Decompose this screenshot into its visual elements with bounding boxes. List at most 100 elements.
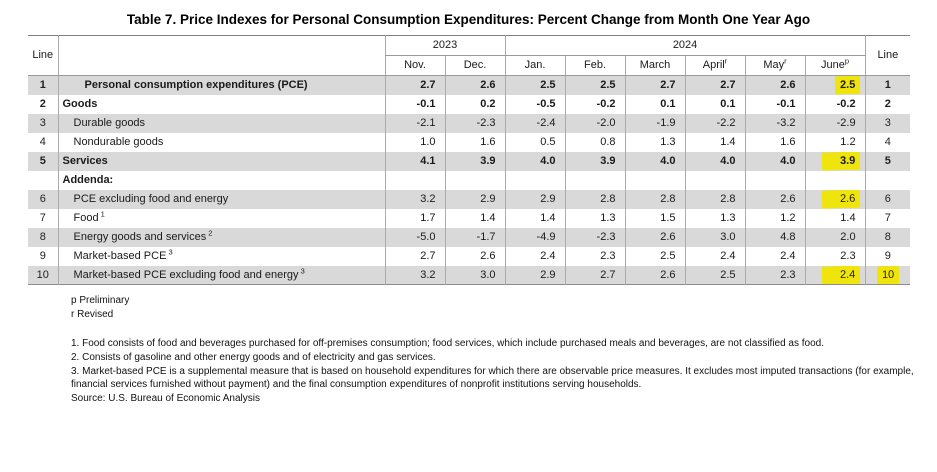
row-label: Personal consumption expenditures (PCE) xyxy=(57,75,385,95)
line-number-right: 7 xyxy=(864,208,911,228)
month-header: Nov. xyxy=(384,55,445,76)
value-cell: 4.0 xyxy=(744,151,806,171)
line-number-right: 2 xyxy=(864,94,911,114)
value-cell xyxy=(384,170,445,190)
value-cell: 2.9 xyxy=(504,189,566,209)
value-cell: -2.3 xyxy=(444,113,506,133)
price-index-table: Line 2023 2024 Line Nov. Dec. Jan. Feb. Marc… xyxy=(28,35,911,285)
row-label: Goods xyxy=(57,94,385,114)
year-header-2023: 2023 xyxy=(384,35,506,56)
line-number-right: 9 xyxy=(864,246,911,266)
year-header-row: Line 2023 2024 Line xyxy=(28,35,911,76)
value-cell: 2.5 xyxy=(684,265,746,285)
value-cell: 2.3 xyxy=(744,265,806,285)
table-row: 5 Services 4.1 3.9 4.0 3.9 4.0 4.0 4.0 3.9 5 xyxy=(28,151,911,171)
table-header: Line 2023 2024 Line Nov. Dec. Jan. Feb. Marc… xyxy=(28,35,911,76)
value-cell: -0.2 xyxy=(564,94,626,114)
value-cell: -2.1 xyxy=(384,113,445,133)
value-cell: 0.5 xyxy=(504,132,566,152)
line-number-right: 8 xyxy=(864,227,911,247)
highlight-mark: 10 xyxy=(876,265,900,284)
table-row: 2 Goods -0.1 0.2 -0.5 -0.2 0.1 0.1 -0.1 -0.2 2 xyxy=(28,94,911,114)
line-number-left: 6 xyxy=(28,189,58,209)
value-cell: 1.6 xyxy=(444,132,506,152)
footnote-gap xyxy=(71,321,931,336)
month-header-row: Nov. Dec. Jan. Feb. March Aprilr Mayr Junep xyxy=(28,55,910,76)
footnotes: p Preliminary r Revised 1. Food consists… xyxy=(71,294,931,405)
month-header: Jan. xyxy=(504,55,566,76)
value-cell: 2.6 xyxy=(744,75,806,95)
value-cell: 1.2 xyxy=(744,208,806,228)
value-cell: -2.0 xyxy=(564,113,626,133)
value-cell: -1.7 xyxy=(444,227,506,247)
value-cell: 2.6 xyxy=(624,227,686,247)
line-number-right: 6 xyxy=(864,189,911,209)
value-cell: 3.9 xyxy=(564,151,626,171)
month-header: March xyxy=(624,55,686,76)
value-cell: 2.5 xyxy=(624,246,686,266)
value-cell: 3.9 xyxy=(804,151,866,171)
footnote-preliminary: p Preliminary xyxy=(71,295,130,306)
value-cell: -2.4 xyxy=(504,113,566,133)
footnote-1: 1. Food consists of food and beverages p… xyxy=(71,337,825,349)
line-number-right: 3 xyxy=(864,113,911,133)
line-number-right: 1 xyxy=(864,75,911,95)
value-cell: 1.3 xyxy=(684,208,746,228)
table-row: 3 Durable goods -2.1 -2.3 -2.4 -2.0 -1.9 -2.2 -3… xyxy=(28,113,911,133)
highlight-mark: 3.9 xyxy=(822,151,861,171)
value-cell: 2.4 xyxy=(504,246,566,266)
value-cell: 4.1 xyxy=(384,151,445,171)
value-cell: -2.9 xyxy=(804,113,866,133)
value-cell: -4.9 xyxy=(504,227,566,247)
value-cell: 1.0 xyxy=(384,132,445,152)
value-cell: -3.2 xyxy=(744,113,806,133)
table-row: 9 Market-based PCE 3 2.7 2.6 2.4 2.3 2.5 2.4 2.4… xyxy=(28,246,911,266)
value-cell: 2.3 xyxy=(804,246,866,266)
line-number-right: 10 xyxy=(864,265,911,285)
value-cell xyxy=(564,170,626,190)
value-cell xyxy=(804,170,866,190)
line-number-left xyxy=(28,171,58,190)
value-cell: -1.9 xyxy=(624,113,686,133)
line-header-right: Line xyxy=(864,35,911,76)
value-cell: -5.0 xyxy=(384,227,445,247)
line-number-right: 4 xyxy=(864,132,911,152)
value-cell: 0.1 xyxy=(624,94,686,114)
value-cell: 1.7 xyxy=(384,208,445,228)
value-cell: 0.8 xyxy=(564,132,626,152)
label-header-empty xyxy=(57,35,385,76)
row-label: Services xyxy=(57,151,385,171)
footnote-2: 2. Consists of gasoline and other energy… xyxy=(71,351,436,363)
value-cell: 2.7 xyxy=(564,265,626,285)
table-row: 7 Food 1 1.7 1.4 1.4 1.3 1.5 1.3 1.2 1.4 7 xyxy=(28,208,911,228)
value-cell xyxy=(684,170,746,190)
value-cell: 1.4 xyxy=(504,208,566,228)
value-cell xyxy=(744,170,806,190)
value-cell: 2.7 xyxy=(624,75,686,95)
value-cell: -2.2 xyxy=(684,113,746,133)
line-header-left: Line xyxy=(28,35,58,76)
value-cell: 4.0 xyxy=(624,151,686,171)
value-cell: 2.8 xyxy=(684,189,746,209)
highlight-mark: 2.4 xyxy=(822,265,861,285)
line-number-left: 2 xyxy=(39,98,46,110)
value-cell: 3.0 xyxy=(444,265,506,285)
value-cell: 4.8 xyxy=(744,227,806,247)
value-cell: 3.2 xyxy=(384,265,445,285)
value-cell: 2.5 xyxy=(804,75,866,95)
row-label: Addenda: xyxy=(57,170,385,190)
value-cell: 1.5 xyxy=(624,208,686,228)
document-page: Table 7. Price Indexes for Personal Cons… xyxy=(0,12,937,472)
value-cell: 1.3 xyxy=(624,132,686,152)
value-cell: 3.2 xyxy=(384,189,445,209)
row-label: Food 1 xyxy=(57,208,385,228)
value-cell: -0.1 xyxy=(744,94,806,114)
month-header: Aprilr xyxy=(684,55,746,76)
value-cell: 2.5 xyxy=(504,75,566,95)
value-cell: 2.8 xyxy=(564,189,626,209)
value-cell: 4.0 xyxy=(504,151,566,171)
value-cell: 2.6 xyxy=(744,189,806,209)
value-cell: 2.9 xyxy=(444,189,506,209)
line-number-left: 4 xyxy=(39,136,46,148)
value-cell: 1.6 xyxy=(744,132,806,152)
